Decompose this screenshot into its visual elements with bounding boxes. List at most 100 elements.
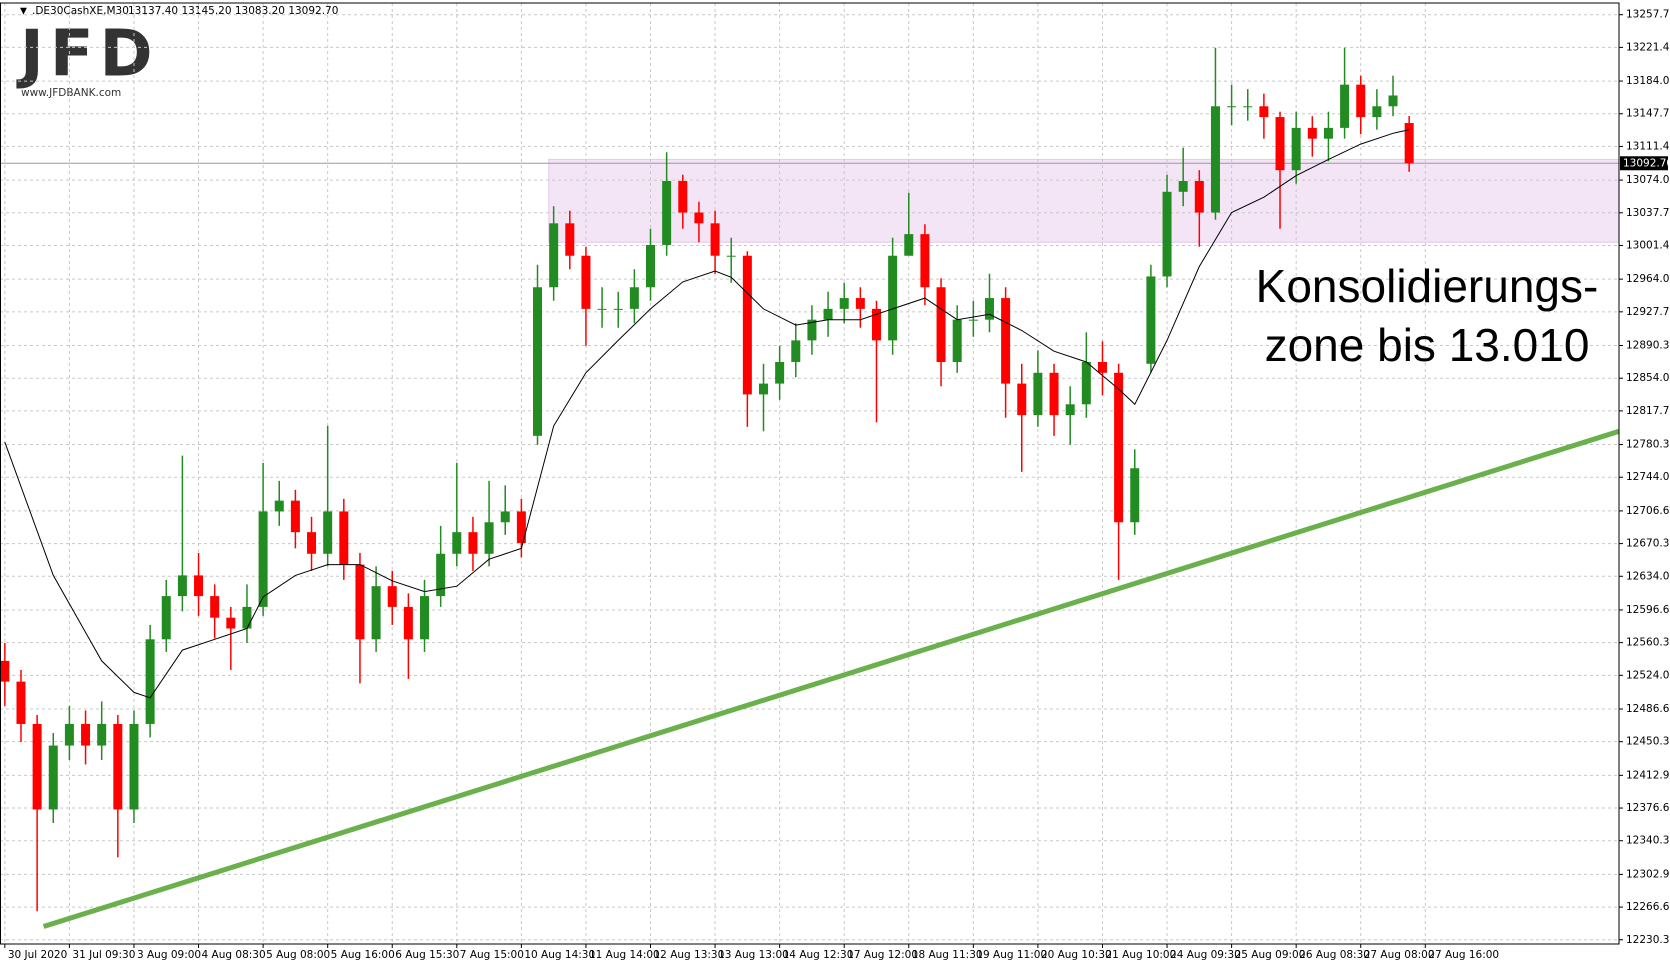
- y-tick-label: 13257.70: [1626, 9, 1670, 21]
- candle-body: [258, 511, 268, 607]
- candle-body: [597, 308, 607, 310]
- x-tick-label: 27 Aug 16:00: [1428, 949, 1499, 961]
- y-tick-label: 12890.30: [1626, 340, 1670, 352]
- candle-body: [1049, 372, 1059, 416]
- candle-body: [468, 532, 478, 554]
- annotation: zone bis 13.010: [1265, 319, 1590, 371]
- x-tick-label: 19 Aug 11:00: [976, 949, 1047, 961]
- candle-body: [742, 255, 752, 395]
- candle-body: [1227, 106, 1237, 108]
- candle-body: [839, 298, 849, 309]
- symbol: .DE30CashXE,M30: [32, 5, 129, 17]
- candle-body: [500, 511, 510, 523]
- candle-body: [436, 553, 446, 597]
- candle-body: [0, 660, 10, 682]
- candle-body: [952, 319, 962, 362]
- candle-body: [1033, 372, 1043, 416]
- candle-body: [1259, 106, 1269, 118]
- candle-body: [32, 723, 42, 810]
- candle-body: [1162, 191, 1172, 277]
- candle-body: [1081, 361, 1091, 405]
- candle-body: [177, 575, 187, 597]
- candle-body: [452, 532, 462, 554]
- candle-body: [323, 511, 333, 554]
- candle-body: [1065, 404, 1075, 416]
- candle-body: [1178, 181, 1188, 192]
- candle-body: [339, 511, 349, 565]
- y-tick-label: 13074.00: [1626, 174, 1670, 186]
- y-tick-label: 13111.40: [1626, 140, 1670, 152]
- x-tick-label: 5 Aug 08:00: [266, 949, 330, 961]
- candle-body: [194, 575, 204, 597]
- x-tick-label: 12 Aug 13:30: [654, 949, 725, 961]
- candle-body: [855, 298, 865, 309]
- candle-body: [984, 298, 994, 320]
- candle-body: [662, 181, 672, 245]
- menu-arrow[interactable]: ▼: [20, 7, 27, 17]
- candle-body: [145, 639, 155, 724]
- y-tick-label: 13184.00: [1626, 75, 1670, 87]
- x-tick-label: 27 Aug 08:00: [1364, 949, 1435, 961]
- candle-body: [97, 723, 107, 746]
- x-tick-label: 4 Aug 08:30: [202, 949, 266, 961]
- candle-body: [758, 383, 768, 395]
- candle-body: [1243, 106, 1253, 108]
- candle-body: [807, 319, 817, 341]
- price-label-box: [1620, 156, 1668, 171]
- candle-body: [581, 255, 591, 309]
- candle-body: [968, 319, 978, 321]
- x-tick-label: 10 Aug 14:30: [524, 949, 595, 961]
- y-tick-label: 13037.70: [1626, 207, 1670, 219]
- candle-body: [775, 361, 785, 384]
- candle-body: [888, 255, 898, 341]
- candle-body: [1210, 106, 1220, 213]
- candle-body: [1307, 127, 1317, 139]
- y-tick-label: 12634.00: [1626, 570, 1670, 582]
- y-tick-label: 13001.40: [1626, 239, 1670, 251]
- candle-body: [210, 596, 220, 618]
- y-tick-label: 12524.00: [1626, 669, 1670, 681]
- candle-body: [387, 586, 397, 607]
- candle-body: [678, 181, 688, 213]
- y-tick-label: 12340.30: [1626, 835, 1670, 847]
- candle-body: [1340, 84, 1350, 128]
- candle-body: [1404, 123, 1414, 164]
- candle-body: [565, 223, 575, 256]
- moving-average: [4, 129, 1410, 699]
- candle-body: [533, 287, 543, 436]
- candle-body: [403, 606, 413, 640]
- x-tick-label: 18 Aug 11:30: [912, 949, 983, 961]
- candle-body: [1130, 468, 1140, 523]
- logo-url: www.JFDBANK.com: [21, 87, 121, 99]
- candle-body: [1275, 117, 1285, 171]
- candle-body: [694, 212, 704, 224]
- y-tick-label: 12964.00: [1626, 273, 1670, 285]
- candle-body: [371, 586, 381, 640]
- candle-body: [823, 308, 833, 320]
- x-tick-label: 14 Aug 12:30: [783, 949, 854, 961]
- x-tick-label: 25 Aug 09:00: [1235, 949, 1306, 961]
- y-tick-label: 12302.90: [1626, 868, 1670, 880]
- candle-body: [1097, 361, 1107, 373]
- candle-body: [791, 340, 801, 362]
- candle-body: [1356, 84, 1366, 118]
- y-tick-label: 12376.60: [1626, 802, 1670, 814]
- x-tick-label: 30 Jul 2020: [8, 949, 67, 961]
- x-tick-label: 26 Aug 08:30: [1299, 949, 1370, 961]
- candle-body: [484, 522, 494, 554]
- y-tick-label: 12854.00: [1626, 372, 1670, 384]
- y-tick-label: 12266.60: [1626, 901, 1670, 913]
- candle-body: [16, 681, 26, 724]
- candle-body: [516, 511, 526, 543]
- consolidation-zone: [548, 158, 1620, 243]
- x-tick-label: 17 Aug 12:00: [847, 949, 918, 961]
- candle-body: [48, 745, 58, 810]
- y-tick-label: 12817.70: [1626, 405, 1670, 417]
- candle-body: [64, 723, 74, 746]
- logo: JFD: [16, 18, 159, 92]
- y-tick-label: 13221.40: [1626, 41, 1670, 53]
- candle-body: [904, 234, 914, 256]
- y-tick-label: 12780.30: [1626, 439, 1670, 451]
